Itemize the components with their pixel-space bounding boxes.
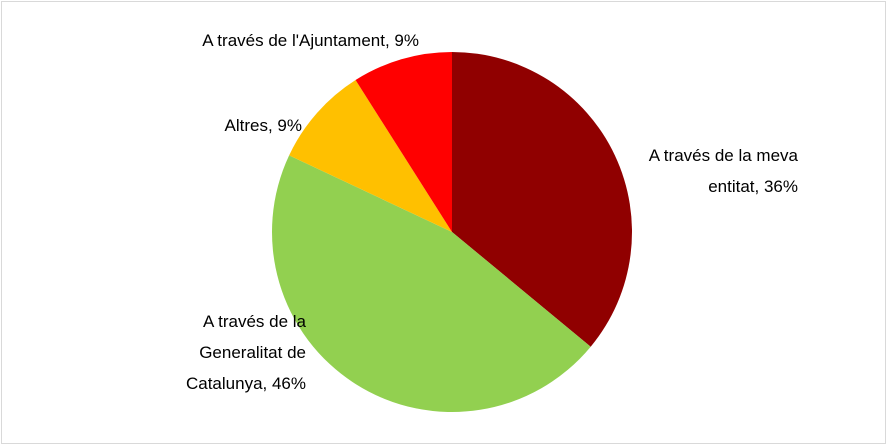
data-label: A través de la Generalitat de Catalunya, 4…	[186, 312, 307, 393]
pie-slice	[289, 80, 452, 233]
data-label: Altres, 9%	[225, 116, 302, 135]
data-label: A través de l'Ajuntament, 9%	[202, 31, 419, 50]
pie-slice	[272, 155, 591, 412]
data-label: A través de la meva entitat, 36%	[649, 146, 799, 196]
pie-slice	[355, 52, 452, 232]
pie-slice	[452, 52, 632, 347]
